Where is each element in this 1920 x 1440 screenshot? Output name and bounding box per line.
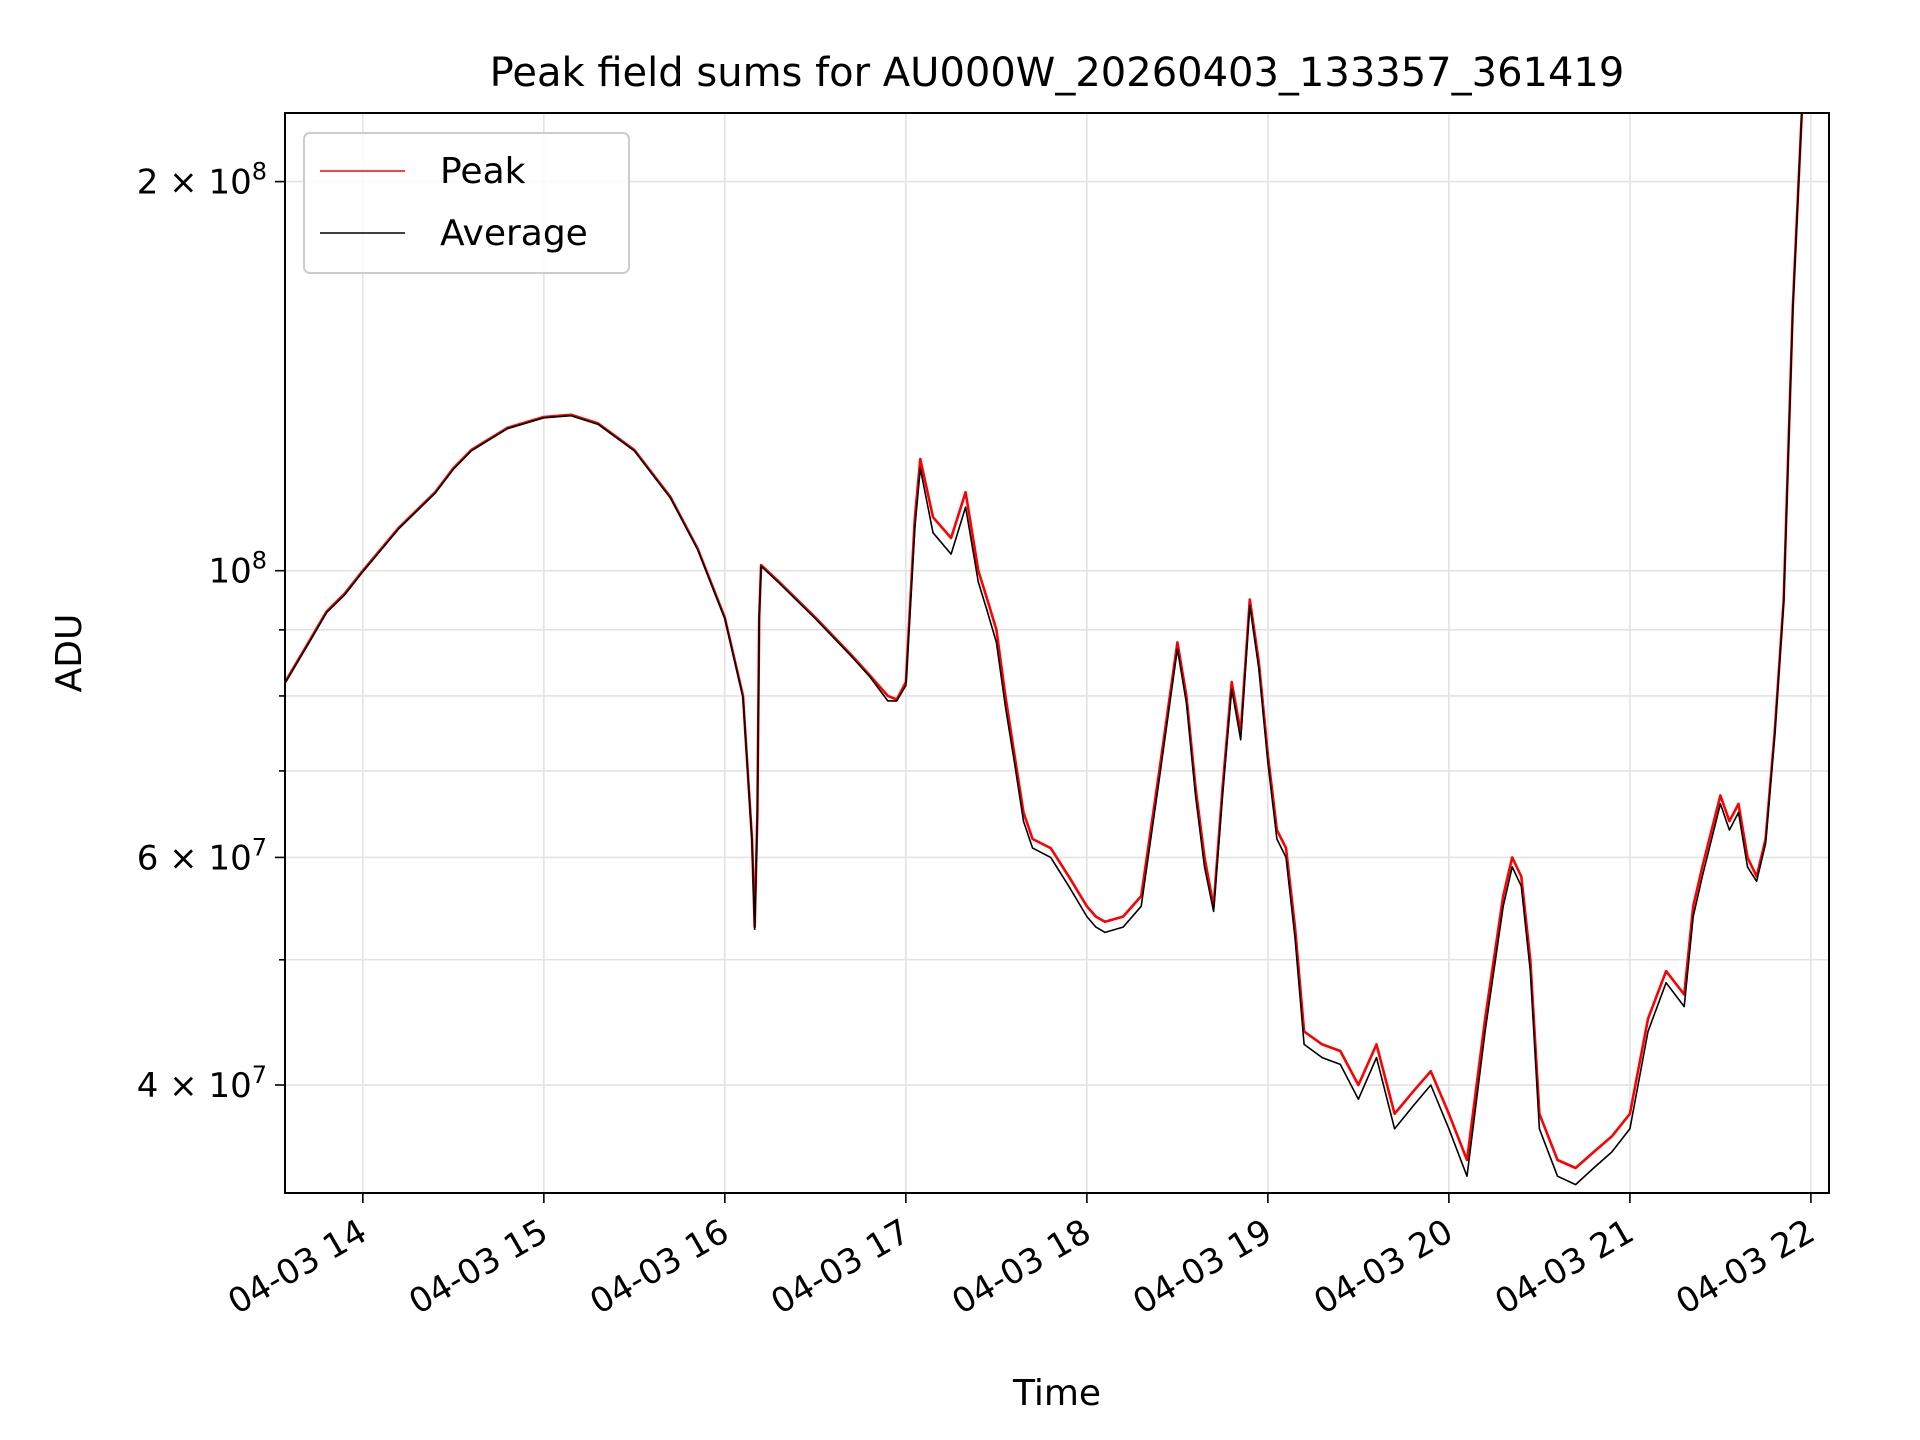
plot-frame	[284, 112, 1830, 1194]
y-tick-label: 6 × 107	[137, 833, 267, 878]
y-tick-label: 2 × 108	[137, 158, 267, 203]
y-tick-label: 4 × 107	[137, 1061, 267, 1106]
y-axis-ticks: 4 × 107 6 × 107 108 2 × 108	[137, 158, 285, 1106]
legend-peak-label: Peak	[440, 151, 526, 192]
chart-title: Peak field sums for AU000W_20260403_1333…	[490, 50, 1625, 96]
y-tick-label: 108	[208, 547, 267, 592]
legend-box	[303, 132, 630, 274]
series-average-line	[284, 112, 1803, 1186]
legend-average-label: Average	[440, 213, 588, 254]
y-axis-label: ADU	[49, 614, 90, 693]
grid	[285, 113, 1829, 1193]
x-axis-label: Time	[1012, 1373, 1101, 1414]
series-lines	[283, 112, 1804, 1186]
legend: Peak Average	[303, 132, 630, 274]
